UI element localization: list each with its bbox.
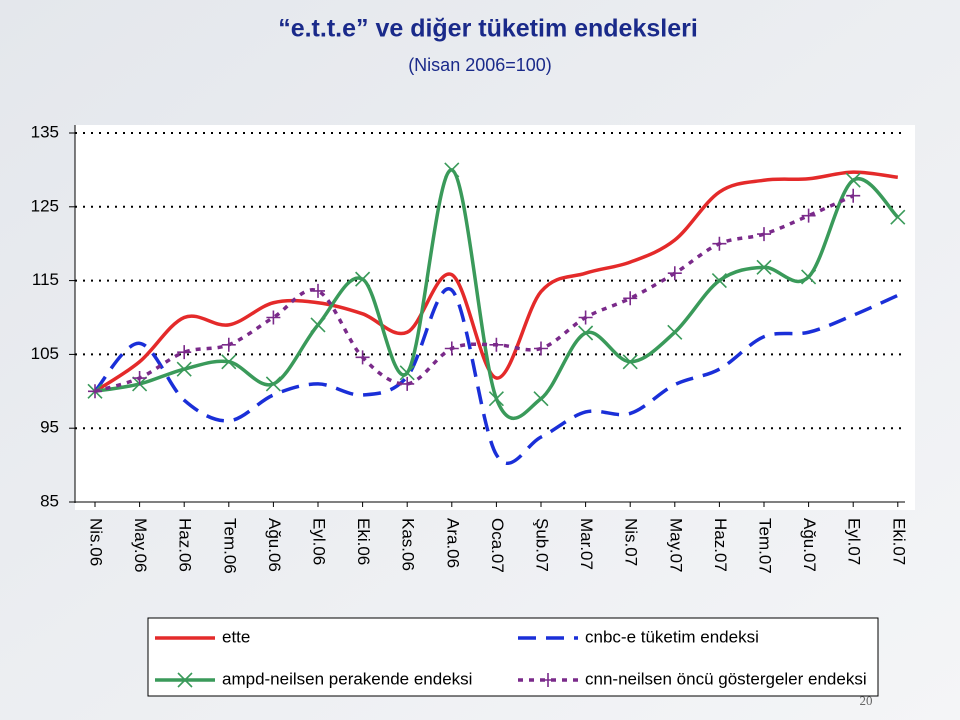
- marker: [712, 236, 727, 251]
- marker: [890, 209, 906, 225]
- marker: [622, 354, 638, 370]
- marker: [757, 227, 771, 242]
- x-tick-label: Ara.06: [443, 518, 462, 568]
- marker: [355, 271, 371, 287]
- y-tick-label: 105: [31, 344, 59, 363]
- marker: [177, 672, 193, 688]
- marker: [177, 345, 192, 360]
- legend-label: ampd-neilsen perakende endeksi: [222, 669, 472, 688]
- y-tick-label: 85: [40, 491, 59, 510]
- marker: [265, 376, 281, 392]
- x-tick-label: Ağu.07: [800, 518, 819, 572]
- y-tick-label: 135: [31, 122, 59, 141]
- series-line: [93, 287, 899, 465]
- y-tick-label: 95: [40, 418, 59, 437]
- y-tick-label: 115: [32, 270, 59, 289]
- x-tick-label: Tem.06: [220, 518, 239, 574]
- page-number: 20: [860, 693, 873, 708]
- x-tick-label: Eyl.06: [310, 518, 329, 565]
- marker: [711, 273, 727, 289]
- legend-label: cnn-neilsen öncü göstergeler endeksi: [585, 669, 867, 688]
- x-tick-label: May.07: [666, 518, 685, 573]
- marker: [88, 384, 102, 399]
- marker: [444, 341, 459, 356]
- x-tick-label: Şub.07: [533, 518, 552, 572]
- chart-subtitle: (Nisan 2006=100): [408, 55, 552, 75]
- marker: [310, 317, 326, 333]
- marker: [266, 310, 281, 325]
- x-tick-label: Oca.07: [488, 518, 507, 573]
- marker: [533, 391, 549, 407]
- marker: [801, 269, 817, 285]
- marker: [541, 673, 555, 687]
- x-tick-label: Haz.06: [176, 518, 195, 572]
- marker: [488, 391, 504, 407]
- marker: [534, 341, 548, 356]
- marker: [355, 350, 370, 365]
- marker: [132, 371, 147, 386]
- x-tick-label: Eki.06: [354, 518, 373, 565]
- marker: [221, 337, 236, 352]
- marker: [667, 324, 683, 340]
- x-tick-label: Mar.07: [577, 518, 596, 570]
- marker: [221, 354, 237, 370]
- marker: [489, 337, 504, 352]
- chart-title: “e.t.t.e” ve diğer tüketim endeksleri: [278, 15, 698, 43]
- marker: [400, 376, 415, 391]
- x-tick-label: Nis.06: [87, 518, 106, 566]
- y-tick-label: 125: [31, 196, 59, 215]
- plot-area: [75, 125, 915, 510]
- marker: [444, 162, 460, 178]
- x-tick-label: Eki.07: [889, 518, 908, 565]
- marker: [667, 266, 682, 281]
- legend-label: cnbc-e tüketim endeksi: [585, 627, 759, 646]
- x-tick-label: Ağu.06: [265, 518, 284, 572]
- x-tick-label: Nis.07: [622, 518, 641, 566]
- marker: [845, 172, 861, 188]
- x-tick-label: Haz.07: [711, 518, 730, 572]
- marker: [578, 310, 593, 325]
- marker: [756, 259, 772, 275]
- marker: [399, 365, 415, 381]
- x-tick-label: May.06: [131, 518, 150, 573]
- marker: [176, 361, 192, 377]
- x-tick-label: Eyl.07: [845, 518, 864, 565]
- marker: [801, 208, 816, 223]
- series-line: [94, 170, 899, 393]
- marker: [623, 291, 638, 306]
- marker: [311, 283, 325, 298]
- x-tick-label: Kas.06: [399, 518, 418, 571]
- marker: [846, 188, 861, 203]
- legend-label: ette: [222, 627, 250, 646]
- legend-box: [147, 617, 879, 697]
- x-tick-label: Tem.07: [756, 518, 775, 574]
- marker: [578, 325, 594, 341]
